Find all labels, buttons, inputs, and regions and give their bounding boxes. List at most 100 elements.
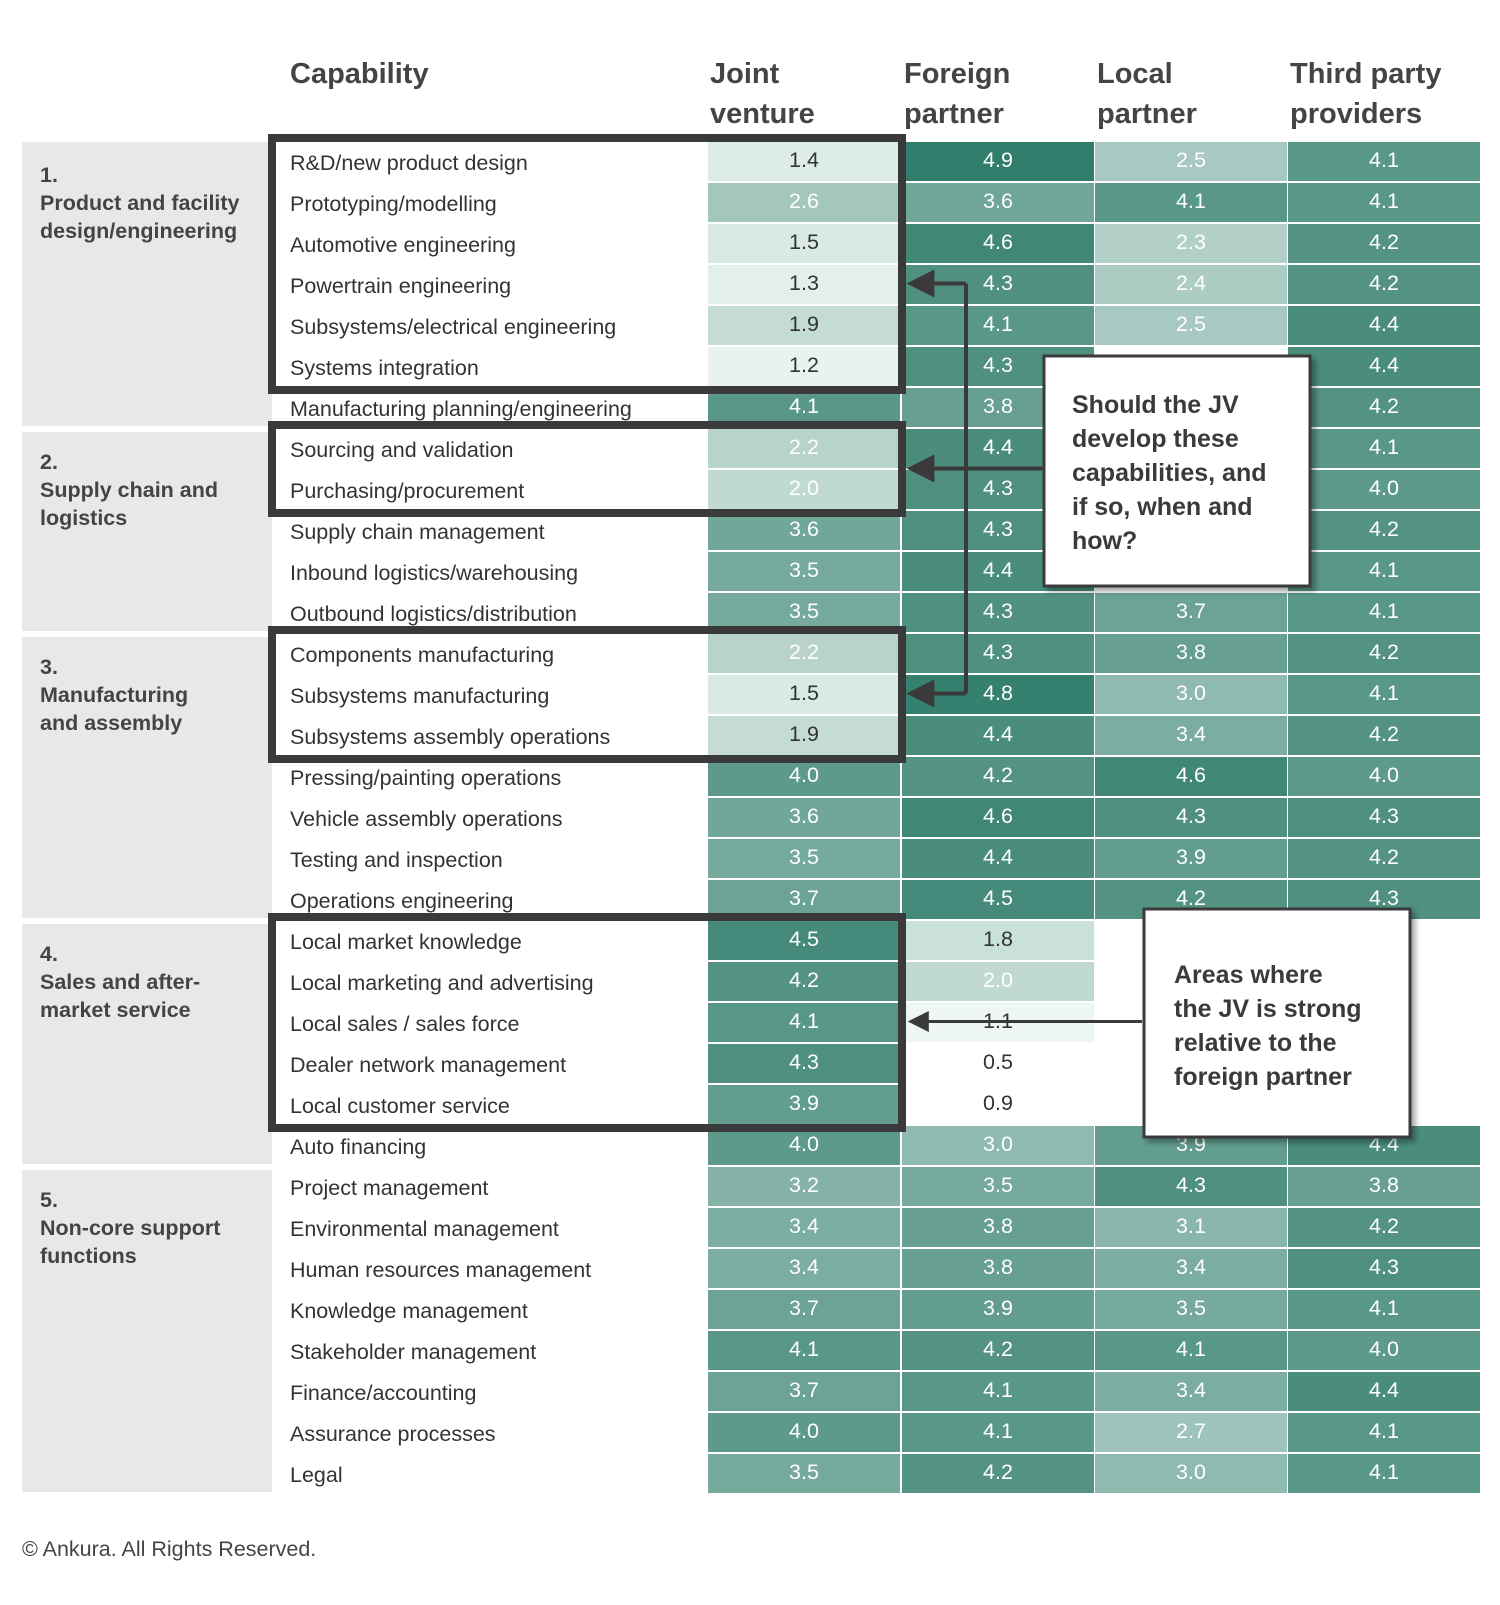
cell-value: 4.3 (789, 1050, 819, 1074)
cell-value: 4.6 (983, 804, 1013, 828)
heat-cell (1288, 142, 1480, 181)
heat-cell (902, 1085, 1094, 1124)
heat-cell (902, 1208, 1094, 1247)
cell-value: 4.4 (983, 558, 1013, 582)
heat-cell (902, 1454, 1094, 1493)
cell-value: 4.0 (1369, 1337, 1399, 1361)
heat-cell (708, 511, 900, 550)
heat-cell (708, 593, 900, 632)
column-header-1: partner (904, 98, 1004, 130)
column-header-0: venture (710, 98, 815, 130)
cell-value: 4.1 (983, 1378, 1013, 1402)
cell-value: 3.9 (1176, 845, 1206, 869)
group-number: 1. (40, 163, 58, 187)
cell-value: 3.5 (983, 1173, 1013, 1197)
heat-cell (902, 1044, 1094, 1083)
cell-value: 4.4 (1369, 353, 1399, 377)
heat-cell (708, 1372, 900, 1411)
cell-value: 4.3 (983, 476, 1013, 500)
capability-label: Assurance processes (290, 1422, 496, 1446)
heat-cell (902, 880, 1094, 919)
group-band (22, 142, 272, 426)
heat-cell (708, 1044, 900, 1083)
column-header-2: Local (1097, 58, 1173, 90)
cell-value: 4.0 (789, 1132, 819, 1156)
callout-text: how? (1072, 527, 1137, 555)
heat-cell (902, 1372, 1094, 1411)
cell-value: 4.1 (1369, 599, 1399, 623)
heat-cell (1288, 470, 1480, 509)
group-name: Manufacturing (40, 683, 188, 707)
heat-cell (902, 1249, 1094, 1288)
cell-value: 4.1 (1369, 189, 1399, 213)
heat-cell (1288, 429, 1480, 468)
capability-label: Systems integration (290, 356, 479, 380)
heat-cell (708, 224, 900, 263)
heat-cell (1288, 306, 1480, 345)
heat-cell (1288, 675, 1480, 714)
heat-cell (1288, 1249, 1480, 1288)
cell-value: 3.6 (789, 804, 819, 828)
cell-value: 4.3 (1176, 1173, 1206, 1197)
cell-value: 3.8 (983, 1214, 1013, 1238)
cell-value: 4.6 (983, 230, 1013, 254)
heat-cell (708, 1331, 900, 1370)
heat-cell (708, 880, 900, 919)
capability-label: Purchasing/procurement (290, 479, 524, 503)
cell-value: 3.7 (1176, 599, 1206, 623)
heat-cell (1288, 757, 1480, 796)
cell-value: 4.2 (983, 763, 1013, 787)
highlight-box (268, 421, 906, 517)
cell-value: 4.3 (983, 353, 1013, 377)
heat-cell (1095, 1208, 1287, 1247)
cell-value: 4.2 (789, 968, 819, 992)
heat-cell (1288, 1331, 1480, 1370)
heat-cell (1288, 511, 1480, 550)
heat-cell (1288, 183, 1480, 222)
group-band (22, 432, 272, 631)
heat-cell (1095, 757, 1287, 796)
heat-cell (708, 1126, 900, 1165)
heat-cell (902, 306, 1094, 345)
heat-cell (708, 552, 900, 591)
capability-label: Local market knowledge (290, 930, 522, 954)
capability-label: Local sales / sales force (290, 1012, 519, 1036)
cell-value: 3.9 (983, 1296, 1013, 1320)
heat-cell (902, 142, 1094, 181)
cell-value: 4.5 (983, 886, 1013, 910)
heat-cell (902, 839, 1094, 878)
cell-value: 4.2 (1369, 271, 1399, 295)
column-header-2: partner (1097, 98, 1197, 130)
cell-value: 4.1 (1176, 1337, 1206, 1361)
cell-value: 4.8 (983, 681, 1013, 705)
heat-cell (1095, 265, 1287, 304)
group-name: logistics (40, 506, 127, 530)
cell-value: 4.0 (789, 763, 819, 787)
heat-cell (1095, 593, 1287, 632)
cell-value: 4.4 (983, 435, 1013, 459)
heat-cell (902, 183, 1094, 222)
column-header-3: providers (1290, 98, 1422, 130)
cell-value: 0.5 (983, 1050, 1013, 1074)
group-number: 3. (40, 655, 58, 679)
heat-cell (708, 675, 900, 714)
cell-value: 3.5 (789, 599, 819, 623)
heat-cell (1288, 1454, 1480, 1493)
cell-value: 3.4 (1176, 1378, 1206, 1402)
heat-cell (1095, 1372, 1287, 1411)
heat-cell (708, 347, 900, 386)
cell-value: 4.3 (1369, 1255, 1399, 1279)
heat-cell (1288, 1413, 1480, 1452)
cell-value: 2.6 (789, 189, 819, 213)
heat-cell (708, 183, 900, 222)
group-number: 5. (40, 1188, 58, 1212)
highlight-box (268, 134, 906, 394)
heat-cell (1288, 224, 1480, 263)
capability-label: Powertrain engineering (290, 274, 511, 298)
cell-value: 4.2 (1369, 1214, 1399, 1238)
capability-label: Sourcing and validation (290, 438, 514, 462)
callout-text: Should the JV (1072, 391, 1239, 419)
cell-value: 4.0 (1369, 763, 1399, 787)
callout-text: the JV is strong (1174, 995, 1362, 1023)
